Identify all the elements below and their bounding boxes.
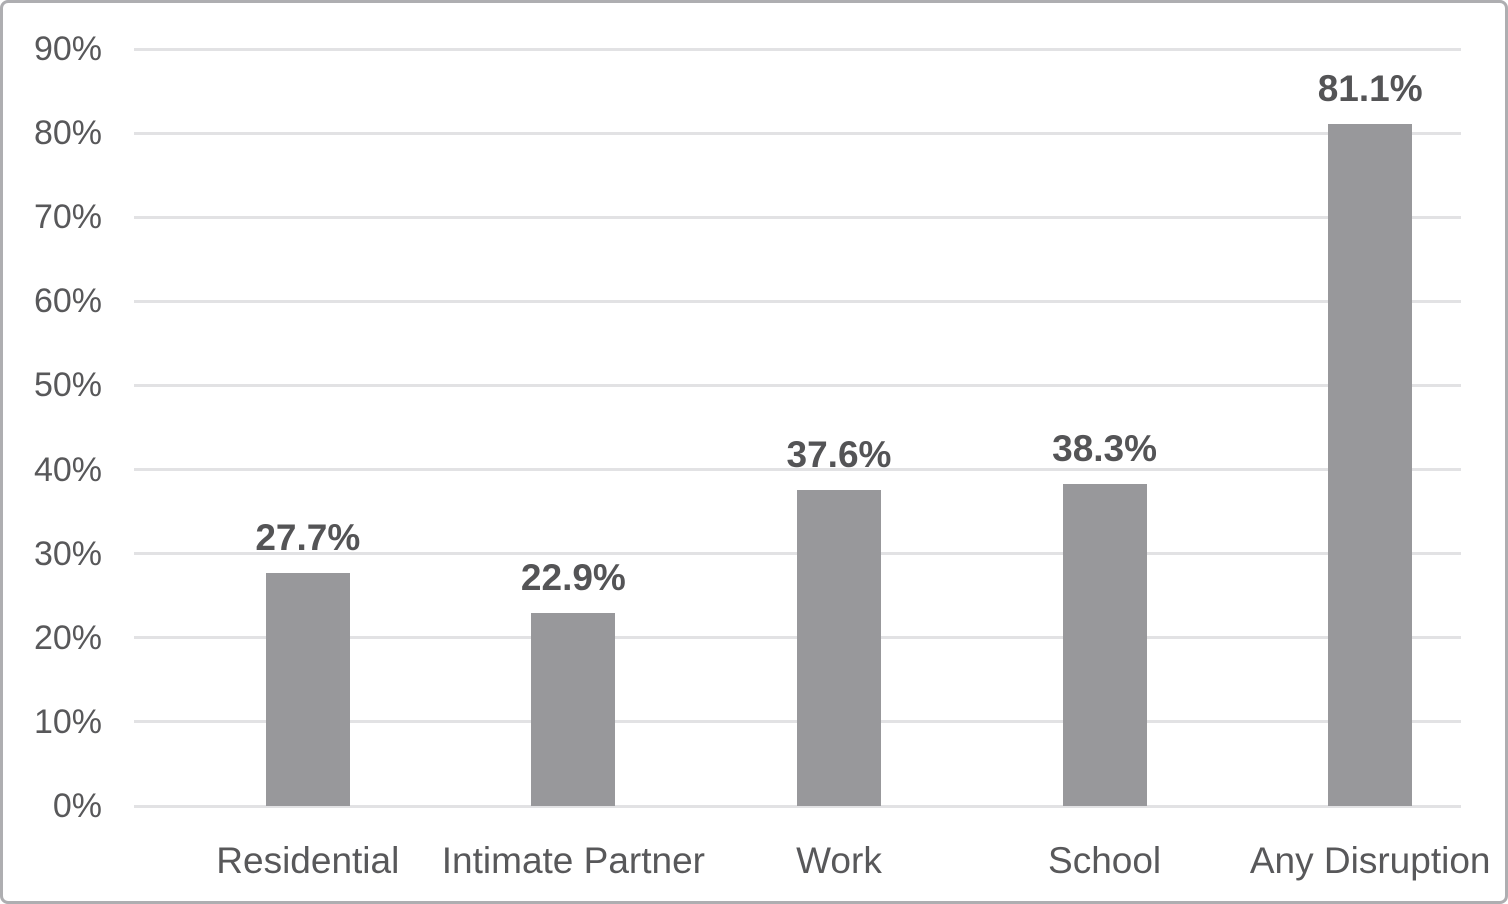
y-axis-tick-label: 0%	[52, 787, 102, 825]
x-axis-category-label: Any Disruption	[1249, 840, 1491, 881]
bar-work	[797, 489, 881, 806]
y-axis-tick-label: 30%	[33, 534, 102, 573]
x-axis-category-label: Work	[796, 840, 882, 881]
plot-area: 0% 10% 20% 30% 40% 50% 60% 70% 80% 90% 27.7% Reside…	[3, 3, 1505, 901]
bar-value-label: 38.3%	[1052, 427, 1158, 469]
y-axis-tick-label: 40%	[33, 450, 102, 489]
y-axis-tick-label: 60%	[33, 282, 102, 321]
y-axis-tick-label: 90%	[33, 30, 102, 68]
bar-value-label: 22.9%	[520, 557, 626, 599]
y-axis-tick-label: 10%	[33, 702, 102, 741]
y-axis-tick-label: 20%	[33, 618, 102, 657]
bar-school	[1062, 483, 1147, 806]
bar-value-label: 37.6%	[786, 433, 892, 475]
bar-any-disruption	[1328, 123, 1413, 806]
gridline-0	[134, 804, 1461, 808]
x-axis-category-label: Residential	[216, 840, 400, 881]
gridline-60	[134, 299, 1461, 303]
bar-intimate-partner	[531, 613, 616, 806]
x-axis-category-label: School	[1048, 840, 1162, 881]
y-axis-tick-label: 70%	[33, 198, 102, 237]
bar-residential	[265, 573, 350, 806]
bar-value-label: 27.7%	[255, 517, 361, 558]
gridline-50	[134, 383, 1461, 387]
gridline-80	[134, 131, 1461, 135]
bar-value-label: 81.1%	[1317, 67, 1423, 109]
x-axis-category-label: Intimate Partner	[441, 840, 705, 881]
gridline-40	[134, 468, 1461, 472]
y-axis-tick-label: 50%	[33, 366, 102, 405]
gridline-90	[134, 47, 1461, 51]
y-axis-tick-label: 80%	[33, 114, 102, 153]
gridline-70	[134, 215, 1461, 219]
